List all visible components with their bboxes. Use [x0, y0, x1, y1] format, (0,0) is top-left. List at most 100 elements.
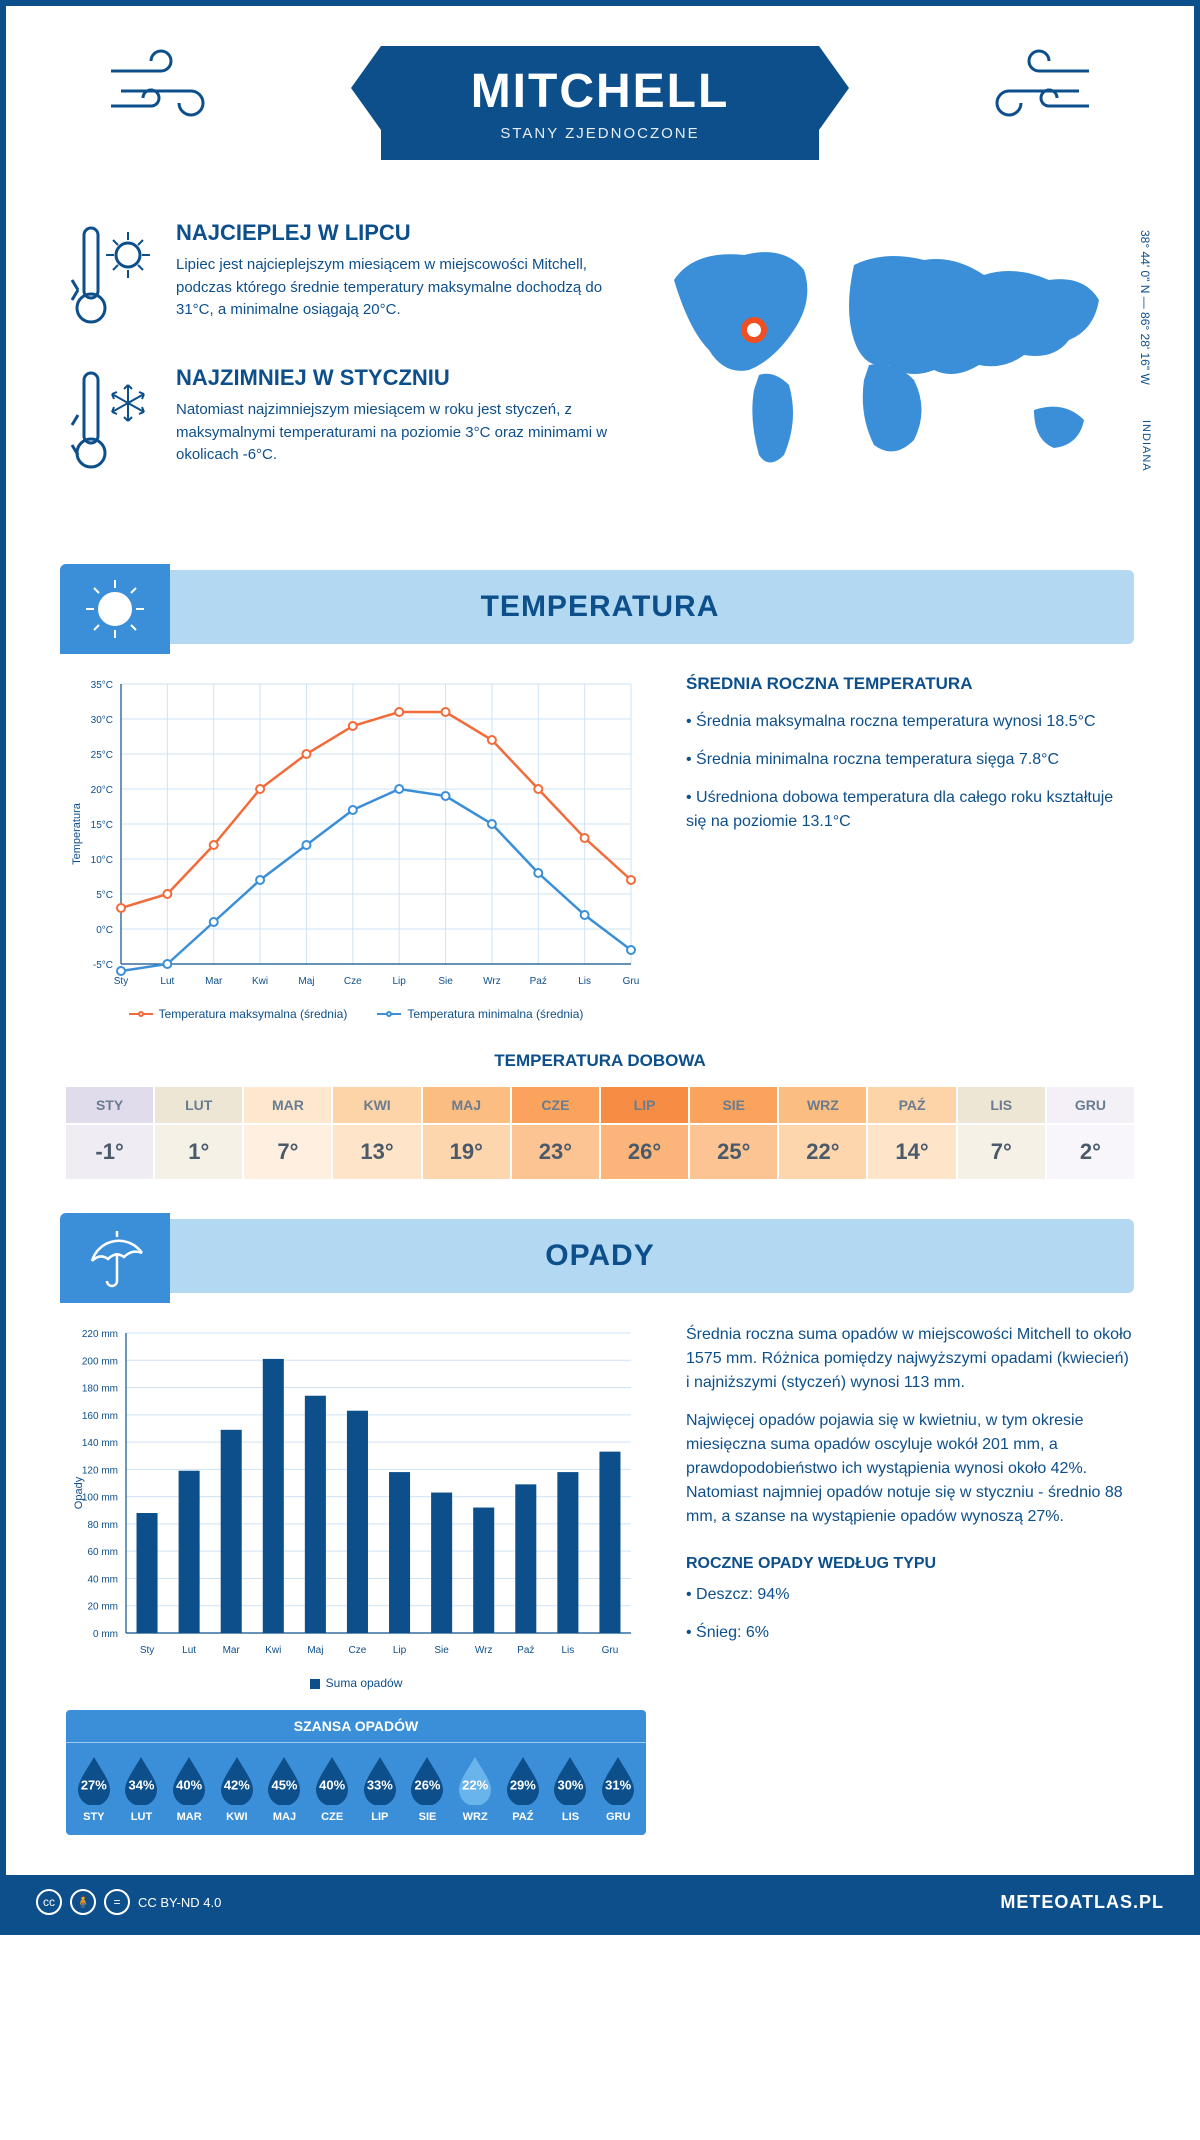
svg-text:Kwi: Kwi: [252, 976, 268, 987]
svg-text:Gru: Gru: [602, 1645, 619, 1656]
precip-paragraph: Najwięcej opadów pojawia się w kwietniu,…: [686, 1409, 1134, 1529]
page-subtitle: STANY ZJEDNOCZONE: [471, 125, 730, 142]
svg-text:Lip: Lip: [393, 1645, 407, 1656]
svg-text:160 mm: 160 mm: [82, 1411, 118, 1422]
svg-text:80 mm: 80 mm: [87, 1520, 118, 1531]
svg-text:Lis: Lis: [578, 976, 591, 987]
svg-text:Lut: Lut: [182, 1645, 196, 1656]
svg-text:Paź: Paź: [530, 976, 547, 987]
warmest-text: Lipiec jest najcieplejszym miesiącem w m…: [176, 254, 614, 322]
table-cell: 13°: [333, 1125, 420, 1179]
page-title: MITCHELL: [471, 64, 730, 119]
svg-text:-5°C: -5°C: [93, 960, 113, 971]
annual-temp-bullet: • Uśredniona dobowa temperatura dla całe…: [686, 786, 1134, 834]
temperature-line-chart: -5°C0°C5°C10°C15°C20°C25°C30°C35°CStyLut…: [66, 674, 646, 1021]
svg-text:Sty: Sty: [140, 1645, 154, 1656]
drop-icon: 22%: [455, 1755, 495, 1805]
legend-item: Temperatura minimalna (średnia): [377, 1007, 583, 1021]
drop-icon: 40%: [169, 1755, 209, 1805]
region: INDIANA: [1140, 420, 1152, 472]
table-header: LIS: [958, 1087, 1045, 1123]
chance-cell: 33%LIP: [358, 1755, 402, 1823]
table-header: LUT: [155, 1087, 242, 1123]
table-cell: 2°: [1047, 1125, 1134, 1179]
svg-text:220 mm: 220 mm: [82, 1329, 118, 1340]
svg-text:0°C: 0°C: [96, 925, 113, 936]
temperature-heading: TEMPERATURA: [66, 590, 1134, 624]
svg-text:200 mm: 200 mm: [82, 1356, 118, 1367]
footer: cc 🧍 = CC BY-ND 4.0 METEOATLAS.PL: [6, 1875, 1194, 1929]
svg-text:0 mm: 0 mm: [93, 1629, 118, 1640]
thermometer-sun-icon: [66, 220, 156, 335]
svg-text:100 mm: 100 mm: [82, 1493, 118, 1504]
precip-text: Średnia roczna suma opadów w miejscowośc…: [686, 1323, 1134, 1659]
legend-item: Temperatura maksymalna (średnia): [129, 1007, 348, 1021]
svg-text:Cze: Cze: [349, 1645, 367, 1656]
table-cell: 14°: [868, 1125, 955, 1179]
svg-text:Lut: Lut: [160, 976, 174, 987]
table-cell: 26°: [601, 1125, 688, 1179]
nd-icon: =: [104, 1889, 130, 1915]
svg-text:Sty: Sty: [114, 976, 128, 987]
svg-text:10°C: 10°C: [91, 855, 113, 866]
header: MITCHELL STANY ZJEDNOCZONE: [66, 6, 1134, 210]
drop-icon: 45%: [264, 1755, 304, 1805]
svg-text:180 mm: 180 mm: [82, 1384, 118, 1395]
chance-cell: 29%PAŹ: [501, 1755, 545, 1823]
coordinates: 38° 44' 0" N — 86° 28' 16" W: [1138, 230, 1152, 385]
coldest-heading: NAJZIMNIEJ W STYCZNIU: [176, 365, 614, 391]
svg-text:Sie: Sie: [438, 976, 453, 987]
drop-icon: 26%: [407, 1755, 447, 1805]
precip-chance-panel: SZANSA OPADÓW 27%STY34%LUT40%MAR42%KWI45…: [66, 1710, 646, 1835]
svg-text:25°C: 25°C: [91, 750, 113, 761]
site-name: METEOATLAS.PL: [1000, 1892, 1164, 1913]
svg-text:5°C: 5°C: [96, 890, 113, 901]
table-cell: 1°: [155, 1125, 242, 1179]
summary-row: NAJCIEPLEJ W LIPCU Lipiec jest najcieple…: [66, 210, 1134, 550]
svg-text:20 mm: 20 mm: [87, 1602, 118, 1613]
chance-heading: SZANSA OPADÓW: [66, 1710, 646, 1743]
annual-temp-bullet: • Średnia minimalna roczna temperatura s…: [686, 748, 1134, 772]
table-header: GRU: [1047, 1087, 1134, 1123]
table-header: MAR: [244, 1087, 331, 1123]
chance-cell: 40%MAR: [167, 1755, 211, 1823]
table-cell: 19°: [423, 1125, 510, 1179]
chance-cell: 27%STY: [72, 1755, 116, 1823]
table-cell: -1°: [66, 1125, 153, 1179]
cc-icon: cc: [36, 1889, 62, 1915]
svg-text:Temperatura: Temperatura: [71, 802, 83, 865]
svg-text:20°C: 20°C: [91, 785, 113, 796]
table-header: LIP: [601, 1087, 688, 1123]
precip-paragraph: Średnia roczna suma opadów w miejscowośc…: [686, 1323, 1134, 1395]
svg-text:Lis: Lis: [561, 1645, 574, 1656]
by-icon: 🧍: [70, 1889, 96, 1915]
world-map: 38° 44' 0" N — 86° 28' 16" W INDIANA: [654, 220, 1134, 510]
precip-type-bullet: • Śnieg: 6%: [686, 1621, 1134, 1645]
chance-cell: 45%MAJ: [263, 1755, 307, 1823]
svg-text:Paź: Paź: [517, 1645, 534, 1656]
svg-text:Kwi: Kwi: [265, 1645, 281, 1656]
svg-text:15°C: 15°C: [91, 820, 113, 831]
svg-text:140 mm: 140 mm: [82, 1438, 118, 1449]
precip-bar-chart: 0 mm20 mm40 mm60 mm80 mm100 mm120 mm140 …: [66, 1323, 646, 1835]
thermometer-snow-icon: [66, 365, 156, 480]
umbrella-icon: [60, 1213, 170, 1303]
summary-text: NAJCIEPLEJ W LIPCU Lipiec jest najcieple…: [66, 220, 614, 510]
precip-section-header: OPADY: [66, 1219, 1134, 1293]
table-header: STY: [66, 1087, 153, 1123]
license: cc 🧍 = CC BY-ND 4.0: [36, 1889, 221, 1915]
svg-text:Cze: Cze: [344, 976, 362, 987]
table-header: WRZ: [779, 1087, 866, 1123]
chance-cell: 40%CZE: [310, 1755, 354, 1823]
svg-text:60 mm: 60 mm: [87, 1547, 118, 1558]
daily-temp-heading: TEMPERATURA DOBOWA: [66, 1051, 1134, 1071]
precip-heading: OPADY: [66, 1239, 1134, 1273]
table-cell: 7°: [244, 1125, 331, 1179]
sun-icon: [60, 564, 170, 654]
bar-chart-legend: Suma opadów: [66, 1676, 646, 1690]
table-header: PAŹ: [868, 1087, 955, 1123]
daily-temperature-table: STYLUTMARKWIMAJCZELIPSIEWRZPAŹLISGRU-1°1…: [66, 1087, 1134, 1179]
svg-text:35°C: 35°C: [91, 680, 113, 691]
wind-icon: [106, 46, 226, 131]
table-cell: 23°: [512, 1125, 599, 1179]
